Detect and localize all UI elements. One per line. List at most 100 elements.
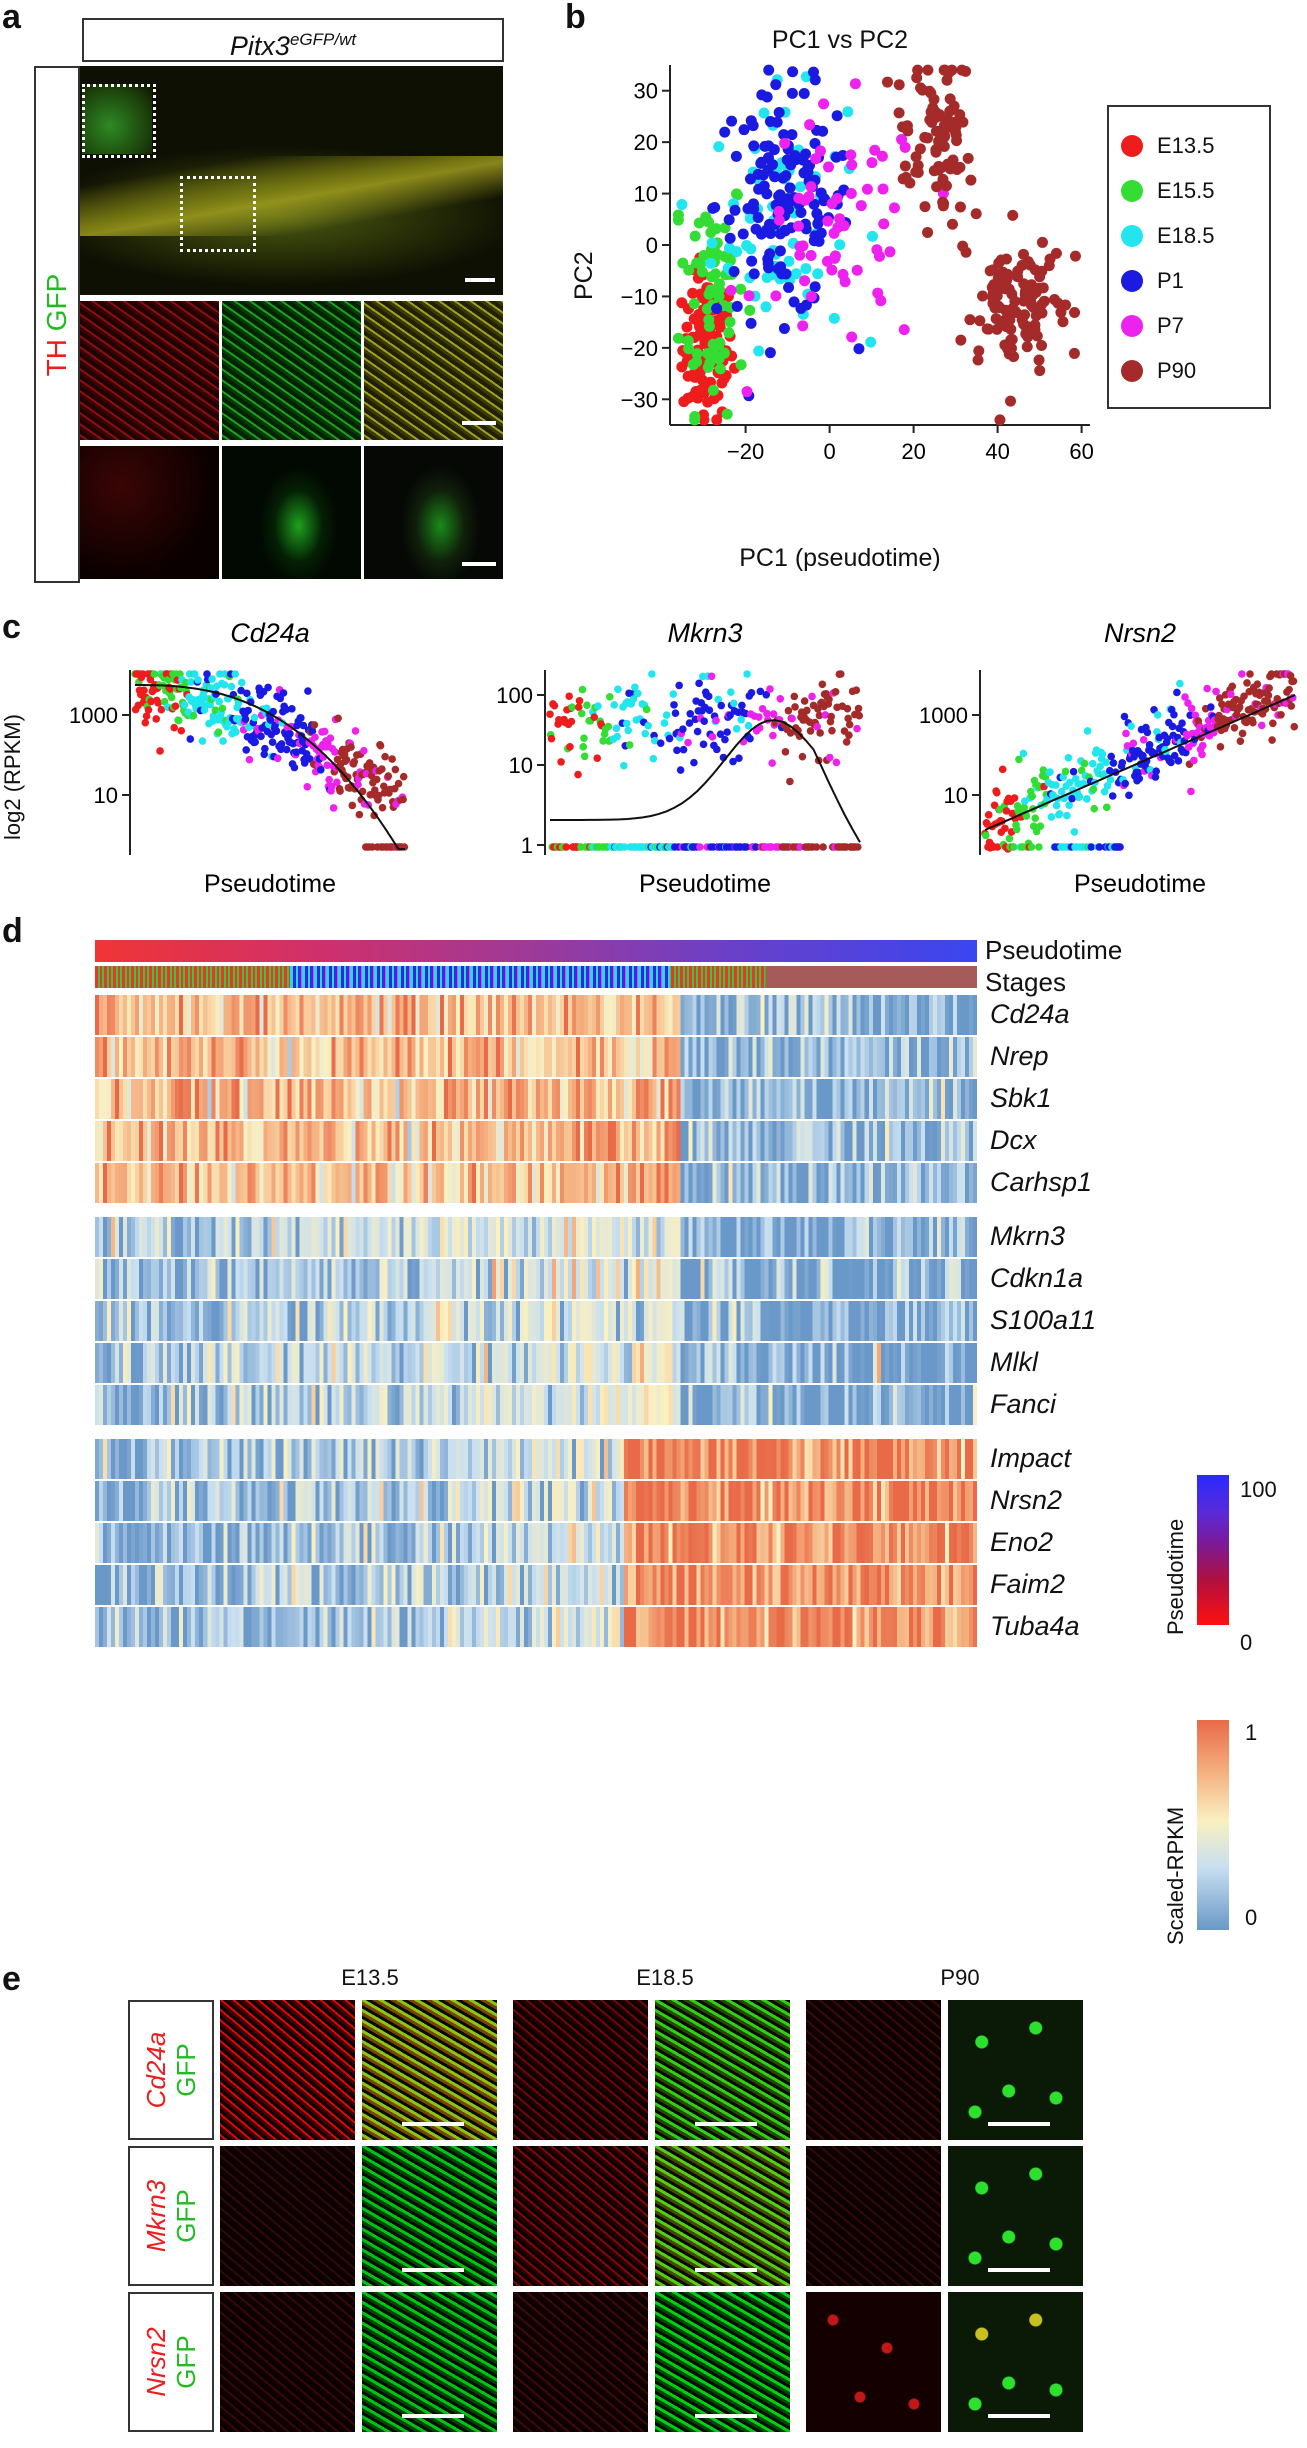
expr-point <box>1236 737 1245 745</box>
expr-point <box>634 689 642 698</box>
pca-point <box>748 268 760 280</box>
expr-point <box>550 701 559 710</box>
panel-b-legend: E13.5 E15.5 E18.5 P1 P7 P90 <box>1107 105 1271 409</box>
legend-dot-icon <box>1121 179 1143 202</box>
expr-point <box>1187 704 1196 713</box>
pca-point <box>698 249 710 261</box>
pca-point <box>758 107 770 119</box>
pca-point <box>672 332 684 344</box>
pca-point <box>957 116 969 128</box>
pca-point <box>697 374 709 386</box>
expr-point <box>1028 792 1037 801</box>
heatmap-gene-label: S100a11 <box>990 1305 1097 1335</box>
pca-point <box>693 217 705 229</box>
pca-point <box>950 129 962 141</box>
expr-point <box>580 734 588 742</box>
expr-point <box>333 778 341 787</box>
expr-point <box>721 735 729 744</box>
pca-point <box>672 209 684 221</box>
expr-point <box>690 758 698 767</box>
expr-point <box>1055 810 1064 818</box>
heatmap-row <box>95 1259 977 1299</box>
pca-point <box>702 216 714 228</box>
expr-plot-title: Mkrn3 <box>667 618 742 648</box>
pca-point <box>724 232 736 244</box>
pca-point <box>705 257 717 269</box>
pca-point <box>826 264 838 276</box>
expr-point <box>286 729 294 738</box>
expr-point <box>699 740 708 749</box>
heatmap-gene-label: Tuba4a <box>990 1611 1080 1641</box>
pca-point <box>861 183 873 195</box>
expr-point <box>282 705 290 714</box>
expr-plot-xlabel: Pseudotime <box>639 870 771 898</box>
expr-point <box>1215 694 1224 702</box>
expr-fit-curve <box>550 719 861 843</box>
expr-point <box>642 705 651 714</box>
heatmap-row <box>95 1607 977 1647</box>
expr-y-tick: 100 <box>496 683 533 708</box>
pca-point <box>910 166 922 178</box>
expr-point <box>712 716 720 725</box>
pca-point <box>846 331 858 343</box>
expr-point <box>378 803 387 812</box>
heatmap-gene-label: Carhsp1 <box>990 1167 1093 1197</box>
pca-point <box>904 177 916 189</box>
expr-point <box>1009 843 1018 851</box>
expr-point <box>717 701 726 710</box>
pca-point <box>705 329 717 341</box>
expr-point <box>244 706 252 715</box>
expr-point <box>1257 721 1266 730</box>
expr-point <box>1057 787 1066 796</box>
panel-e-row-label: Nrsn2 GFP <box>128 2292 214 2432</box>
pca-point <box>787 66 799 78</box>
pca-point <box>784 182 796 194</box>
pca-point <box>794 181 806 193</box>
pca-point <box>676 199 688 211</box>
expr-point <box>800 697 809 705</box>
expr-point <box>1265 684 1273 692</box>
pca-point <box>779 224 791 236</box>
expr-point <box>147 697 155 706</box>
expr-point <box>854 704 863 713</box>
expr-point <box>288 705 296 713</box>
expr-point <box>769 710 778 718</box>
expr-point <box>1238 670 1246 678</box>
scale-bar <box>695 2414 757 2418</box>
pca-point <box>1057 316 1069 328</box>
pca-legend-label: E18.5 <box>1157 222 1215 248</box>
expr-point <box>374 791 383 800</box>
pca-point <box>797 240 809 252</box>
expr-point <box>738 701 746 710</box>
expr-point <box>670 701 678 709</box>
panel-label-e: e <box>2 1960 21 1998</box>
panel-e-row-label: Cd24a GFP <box>128 2000 214 2140</box>
expr-point <box>821 711 830 719</box>
pca-point <box>901 120 913 132</box>
expr-point <box>1178 719 1186 727</box>
panel-e-merge-image <box>362 2292 497 2432</box>
expr-point <box>795 732 804 740</box>
pca-x-tick: 0 <box>823 439 835 464</box>
pca-point <box>741 240 753 252</box>
expr-point <box>325 775 333 784</box>
expr-point <box>237 686 245 695</box>
expr-point <box>1015 755 1023 764</box>
expr-point <box>566 743 574 751</box>
expr-point <box>245 755 254 764</box>
expr-point <box>323 761 332 769</box>
expr-point <box>665 734 674 743</box>
expr-point <box>300 759 309 767</box>
pca-point <box>1029 323 1041 335</box>
pca-point <box>706 237 718 249</box>
pca-point <box>837 268 849 280</box>
expr-point <box>186 735 195 743</box>
heatmap-gene-label: Impact <box>990 1443 1072 1473</box>
pca-point <box>805 290 817 302</box>
heatmap-gene-label: Faim2 <box>990 1569 1066 1599</box>
expr-point <box>831 687 840 696</box>
legend-dot-icon <box>1121 359 1143 382</box>
expr-point <box>679 725 687 733</box>
expr-point <box>304 687 312 695</box>
expr-point <box>695 679 703 688</box>
